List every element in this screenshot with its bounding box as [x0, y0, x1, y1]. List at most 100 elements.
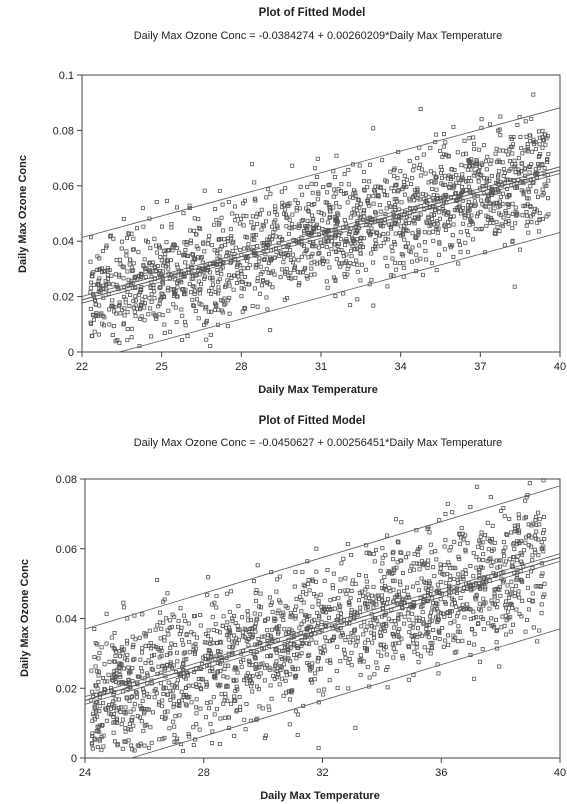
- data-point: [215, 248, 220, 253]
- data-point: [135, 714, 140, 719]
- data-point: [465, 167, 470, 172]
- data-point: [113, 647, 118, 652]
- data-point: [389, 273, 394, 278]
- data-point: [206, 706, 211, 711]
- data-point: [390, 642, 395, 647]
- data-point: [533, 584, 538, 589]
- data-point: [487, 201, 492, 206]
- data-point: [501, 549, 506, 554]
- fitted-line: [81, 169, 561, 301]
- data-point: [210, 640, 215, 645]
- data-point: [338, 589, 343, 594]
- data-point: [306, 209, 311, 214]
- data-point: [517, 528, 522, 533]
- data-point: [119, 246, 124, 251]
- data-point: [439, 181, 444, 186]
- data-point: [385, 237, 390, 242]
- data-point: [227, 609, 232, 614]
- data-point: [294, 596, 299, 601]
- data-point: [281, 617, 286, 622]
- data-point: [267, 654, 272, 659]
- data-point: [125, 235, 130, 240]
- data-point: [323, 635, 328, 640]
- data-point: [365, 637, 370, 642]
- data-point: [401, 261, 406, 266]
- data-point: [206, 241, 211, 246]
- data-point: [240, 615, 245, 620]
- data-point: [421, 152, 426, 157]
- data-point: [103, 687, 108, 692]
- data-point: [131, 236, 136, 241]
- data-point: [260, 634, 265, 639]
- data-point: [510, 238, 515, 243]
- data-point: [428, 640, 433, 645]
- chart-2-points: [89, 478, 547, 753]
- data-point: [384, 206, 389, 211]
- data-point: [96, 679, 101, 684]
- data-point: [249, 162, 254, 167]
- data-point: [476, 179, 481, 184]
- data-point: [479, 117, 484, 122]
- data-point: [539, 573, 544, 578]
- data-point: [282, 211, 287, 216]
- data-point: [539, 602, 544, 607]
- data-point: [435, 614, 440, 619]
- data-point: [114, 649, 119, 654]
- data-point: [510, 226, 515, 231]
- data-point: [451, 597, 456, 602]
- data-point: [333, 191, 338, 196]
- data-point: [260, 661, 265, 666]
- data-point: [95, 728, 100, 733]
- data-point: [154, 314, 159, 319]
- data-point: [149, 666, 154, 671]
- data-point: [294, 604, 299, 609]
- data-point: [202, 249, 207, 254]
- data-point: [293, 616, 298, 621]
- data-point: [224, 683, 229, 688]
- data-point: [279, 267, 284, 272]
- data-point: [125, 641, 130, 646]
- data-point: [382, 574, 387, 579]
- data-point: [365, 198, 370, 203]
- data-point: [343, 243, 348, 248]
- data-point: [237, 704, 242, 709]
- chart-1-fit-lines: [81, 107, 561, 353]
- data-point: [485, 154, 490, 159]
- data-point: [411, 168, 416, 173]
- data-point: [267, 665, 272, 670]
- data-point: [406, 645, 411, 650]
- data-point: [402, 192, 407, 197]
- data-point: [225, 324, 230, 329]
- data-point: [331, 169, 336, 174]
- data-point: [132, 656, 137, 661]
- data-point: [253, 661, 258, 666]
- data-point: [313, 671, 318, 676]
- data-point: [316, 191, 321, 196]
- data-point: [305, 218, 310, 223]
- data-point: [113, 739, 118, 744]
- data-point: [287, 722, 292, 727]
- data-point: [191, 303, 196, 308]
- data-point: [165, 258, 170, 263]
- data-point: [317, 250, 322, 255]
- data-point: [92, 329, 97, 334]
- data-point: [464, 187, 469, 192]
- data-point: [140, 206, 145, 211]
- data-point: [212, 600, 217, 605]
- data-point: [393, 649, 398, 654]
- data-point: [512, 158, 517, 163]
- data-point: [396, 617, 401, 622]
- data-point: [152, 652, 157, 657]
- data-point: [131, 642, 136, 647]
- data-point: [531, 180, 536, 185]
- data-point: [232, 613, 237, 618]
- data-point: [152, 236, 157, 241]
- data-point: [415, 626, 420, 631]
- data-point: [403, 244, 408, 249]
- data-point: [318, 666, 323, 671]
- data-point: [394, 595, 399, 600]
- data-point: [536, 166, 541, 171]
- data-point: [174, 245, 179, 250]
- data-point: [241, 223, 246, 228]
- chart-2: Plot of Fitted Model Daily Max Ozone Con…: [0, 402, 567, 804]
